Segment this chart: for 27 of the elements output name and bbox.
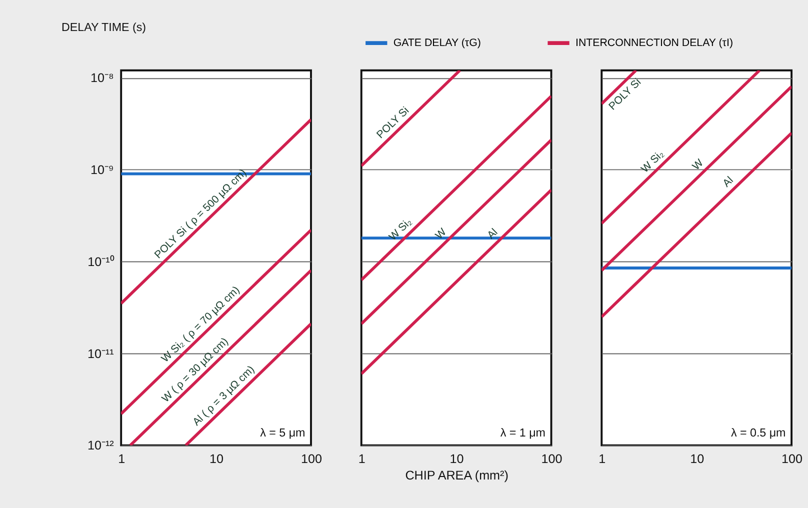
y-tick-label: 10⁻⁸ xyxy=(90,71,114,86)
annotation: Al xyxy=(485,226,500,242)
annotation: λ = 1 μm xyxy=(500,426,546,440)
legend-label: INTERCONNECTION DELAY (τI) xyxy=(575,36,734,49)
x-tick-label: 1 xyxy=(358,452,366,466)
y-tick-label: 10⁻¹⁰ xyxy=(88,254,115,269)
x-tick-label: 100 xyxy=(300,452,322,466)
y-tick-label: 10⁻⁹ xyxy=(90,162,114,177)
annotation: W Si₂ xyxy=(638,148,666,176)
x-tick-label: 10 xyxy=(210,452,224,466)
annotation: Al xyxy=(720,174,736,190)
x-tick-label: 10 xyxy=(450,452,464,466)
annotation: λ = 0.5 μm xyxy=(730,426,786,440)
y-tick-label: 10⁻¹¹ xyxy=(87,346,114,361)
annotation: W Si₂ xyxy=(386,216,414,244)
x-tick-label: 1 xyxy=(118,452,126,466)
x-axis-title: CHIP AREA (mm²) xyxy=(405,468,508,483)
annotation: W xyxy=(690,157,706,173)
legend-label: GATE DELAY (τG) xyxy=(393,36,481,49)
y-axis-title: DELAY TIME (s) xyxy=(62,21,146,34)
x-tick-label: 100 xyxy=(541,452,562,466)
y-tick-label: 10⁻¹² xyxy=(87,438,114,453)
x-tick-label: 1 xyxy=(598,452,606,466)
annotation: W xyxy=(433,226,449,242)
x-tick-label: 100 xyxy=(782,452,803,466)
x-tick-label: 10 xyxy=(690,452,704,466)
annotation: λ = 5 μm xyxy=(260,426,306,440)
